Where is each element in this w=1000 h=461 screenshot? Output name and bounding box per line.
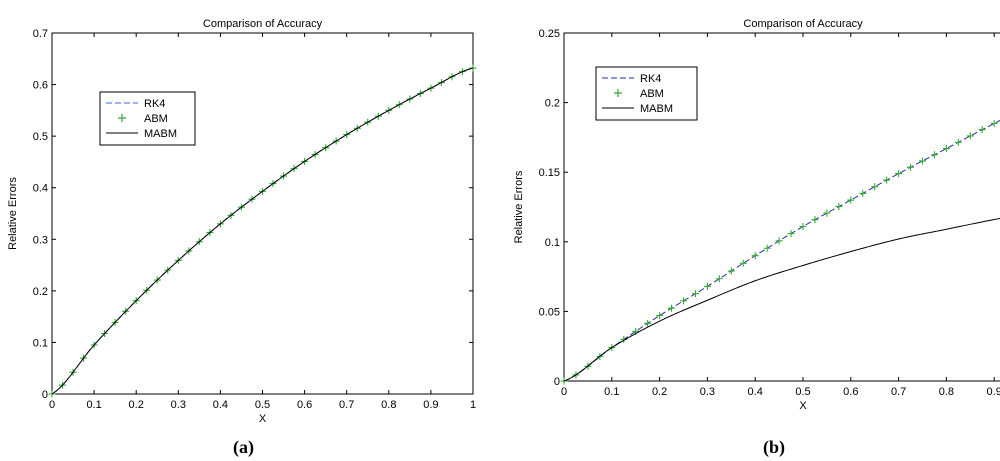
chart-b-series-abm — [560, 119, 998, 385]
chart-a-series-mabm-line — [51, 67, 474, 395]
chart-b-x-axis-label: X — [799, 400, 807, 412]
chart-a-x-tick-label: 0.2 — [129, 399, 144, 411]
chart-a-x-tick-label: 0.3 — [171, 399, 186, 411]
chart-b-series-abm-point — [775, 237, 783, 245]
chart-a-y-tick-label: 0.2 — [33, 286, 48, 298]
chart-b-series-abm-point — [871, 183, 879, 191]
chart-a-x-tick-label: 0 — [49, 399, 55, 411]
chart-b-legend-label-mabm: MABM — [640, 103, 673, 115]
chart-a-y-tick-label: 0.6 — [33, 80, 48, 92]
chart-b-y-tick-label: 0.15 — [539, 167, 560, 179]
chart-b-x-tick-label: 0.4 — [748, 386, 763, 398]
chart-b-series-abm-point — [715, 275, 723, 283]
chart-b-series-abm-point — [656, 312, 664, 320]
chart-a-y-tick-label: 0.5 — [33, 131, 48, 143]
chart-a-svg: Comparison of Accuracy 0 0.1 0.2 0.3 0.4 0.5 0.… — [7, 18, 477, 425]
chart-a-legend-marker-abm — [118, 114, 126, 122]
chart-b-series-abm-point — [703, 282, 711, 290]
panel-label-b: (b) — [763, 437, 785, 457]
chart-a-y-axis-label: Relative Errors — [7, 177, 19, 250]
chart-a-x-tick-label: 0.1 — [86, 399, 101, 411]
chart-a-legend-label-abm: ABM — [144, 113, 168, 125]
chart-b-y-tick-label: 0 — [554, 376, 560, 388]
chart-b-series-abm-point — [835, 203, 843, 211]
chart-b-series-abm-point — [644, 319, 652, 327]
chart-b-x-tick-label: 0.5 — [795, 386, 810, 398]
chart-b-series-abm-point — [895, 170, 903, 178]
chart-b-series-abm-point — [883, 176, 891, 184]
chart-b-series-abm-point — [811, 216, 819, 224]
chart-b-svg: Comparison of Accuracy 0 0.05 0.1 0.15 0.2 0.2… — [513, 18, 1000, 412]
chart-a-x-tick-label: 0.7 — [339, 399, 354, 411]
chart-b-y-tick-label: 0.25 — [539, 28, 560, 40]
chart-b-series-abm-point — [668, 304, 676, 312]
chart-a-x-tick-label: 0.4 — [213, 399, 228, 411]
chart-b-series-mabm-line — [563, 217, 1000, 382]
chart-b-y-tick-label: 0.2 — [545, 98, 560, 110]
chart-a-series-abm-point — [469, 64, 477, 72]
chart-b-series-abm-point — [739, 259, 747, 267]
chart-b-series-abm-point — [919, 157, 926, 165]
chart-b-x-tick-label: 0.1 — [604, 386, 619, 398]
chart-b-series-abm-point — [990, 119, 998, 127]
chart-a-title: Comparison of Accuracy — [203, 18, 323, 30]
chart-b-x-tick-label: 0.3 — [700, 386, 715, 398]
chart-b-x-tick-label: 0.6 — [843, 386, 858, 398]
chart-b-series-abm-point — [680, 297, 687, 305]
chart-panel-b: Comparison of Accuracy 0 0.05 0.1 0.15 0.2 0.2… — [500, 0, 1000, 461]
chart-a-plot-area — [51, 32, 474, 395]
chart-b-series-abm-point — [942, 145, 950, 153]
chart-b-series-abm-point — [560, 377, 568, 385]
chart-b-series-abm-point — [727, 267, 735, 275]
chart-b-x-tick-label: 0 — [561, 386, 567, 398]
chart-a-y-tick-label: 0.1 — [33, 337, 48, 349]
chart-b-y-tick-label: 0.05 — [539, 306, 560, 318]
chart-b-x-tick-label: 0.8 — [939, 386, 954, 398]
chart-b-series-abm-point — [823, 209, 831, 217]
chart-a-x-tick-label: 0.6 — [297, 399, 312, 411]
chart-panel-a: Comparison of Accuracy 0 0.1 0.2 0.3 0.4 0.5 0.… — [0, 0, 490, 461]
chart-b-legend-label-rk4: RK4 — [640, 73, 661, 85]
chart-a-x-axis-label: X — [259, 413, 267, 425]
chart-a-legend: RK4 ABM MABM — [99, 91, 196, 146]
chart-a-legend-label-mabm: MABM — [144, 128, 177, 140]
chart-a-x-tick-label: 0.8 — [381, 399, 396, 411]
chart-b-legend: RK4 ABM MABM — [595, 66, 698, 121]
chart-b-series-abm-point — [847, 196, 855, 204]
chart-b-x-tick-label: 0.9 — [987, 386, 1000, 398]
chart-a-y-tick-label: 0.7 — [33, 28, 48, 40]
chart-b-series-abm-point — [907, 163, 915, 171]
chart-b-x-tick-label: 0.2 — [652, 386, 667, 398]
chart-b-series-abm-point — [930, 151, 938, 159]
chart-a-y-tick-label: 0.4 — [33, 183, 48, 195]
chart-b-series-abm-point — [787, 230, 795, 238]
chart-b-series-abm-point — [799, 222, 807, 230]
chart-b-series-abm-point — [763, 244, 771, 252]
chart-b-legend-box — [595, 66, 698, 121]
chart-a-legend-box — [99, 91, 196, 146]
panel-label-a: (a) — [233, 437, 254, 457]
chart-b-y-axis-label: Relative Errors — [513, 170, 525, 243]
chart-a-x-tick-label: 0.9 — [423, 399, 438, 411]
chart-b-title: Comparison of Accuracy — [743, 18, 863, 30]
chart-b-series-abm-point — [691, 290, 699, 298]
chart-b-series-abm-point — [751, 252, 759, 260]
chart-a-legend-label-rk4: RK4 — [144, 98, 165, 110]
chart-b-legend-label-abm: ABM — [640, 88, 664, 100]
chart-a-x-tick-label: 1 — [470, 399, 476, 411]
chart-b-series-abm-point — [954, 138, 962, 146]
chart-b-y-tick-label: 0.1 — [545, 237, 560, 249]
chart-a-y-tick-label: 0 — [42, 389, 48, 401]
chart-b-legend-marker-abm — [614, 89, 622, 97]
chart-b-series-abm-point — [966, 132, 974, 140]
chart-a-y-tick-label: 0.3 — [33, 234, 48, 246]
chart-a-x-tick-label: 0.5 — [255, 399, 270, 411]
chart-b-series-abm-point — [859, 189, 867, 197]
chart-b-series-abm-point — [978, 126, 986, 134]
chart-b-x-tick-label: 0.7 — [891, 386, 906, 398]
